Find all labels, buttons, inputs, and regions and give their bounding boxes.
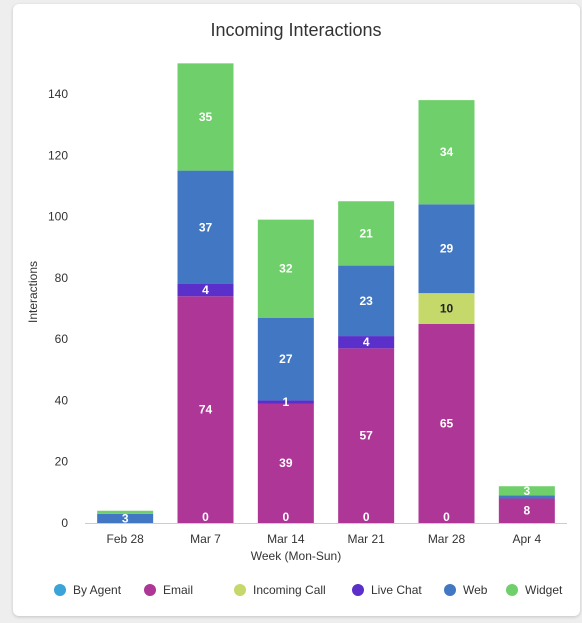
- legend-item: Email: [144, 583, 193, 597]
- legend-label: Email: [163, 583, 193, 597]
- data-label: 57: [359, 429, 373, 443]
- data-label: 4: [202, 283, 209, 297]
- data-label: 10: [440, 302, 454, 316]
- x-tick-label: Mar 7: [190, 532, 221, 546]
- legend-label: Live Chat: [371, 583, 422, 597]
- legend-swatch: [506, 584, 518, 596]
- bar-segment: [257, 317, 314, 401]
- data-label: 0: [363, 510, 370, 524]
- legend-item: By Agent: [54, 583, 122, 597]
- y-tick-label: 20: [55, 455, 69, 469]
- bar-segment: [338, 201, 395, 266]
- bar-segment: [257, 400, 314, 404]
- legend-swatch: [144, 584, 156, 596]
- data-label: 27: [279, 352, 293, 366]
- bar-segment: [418, 204, 475, 294]
- y-tick-label: 140: [48, 87, 68, 101]
- data-label: 0: [282, 510, 289, 524]
- y-tick-label: 120: [48, 148, 68, 162]
- data-label: 21: [359, 226, 373, 240]
- legend-label: By Agent: [73, 583, 122, 597]
- legend-item: Widget: [506, 583, 563, 597]
- data-label: 34: [440, 145, 454, 159]
- x-axis-label: Week (Mon-Sun): [251, 549, 341, 563]
- data-label: 4: [363, 335, 370, 349]
- bar-segment: [257, 219, 314, 318]
- y-tick-label: 100: [48, 210, 68, 224]
- data-label: 3: [523, 484, 530, 498]
- bar-segment: [498, 495, 555, 499]
- chart-title: Incoming Interactions: [210, 20, 381, 40]
- bar-segment: [498, 486, 555, 496]
- bar-segment: [338, 336, 395, 349]
- x-tick-label: Feb 28: [106, 532, 144, 546]
- data-label: 74: [199, 403, 213, 417]
- bar-segment: [177, 63, 234, 171]
- legend-label: Incoming Call: [253, 583, 326, 597]
- bar-segment: [338, 348, 395, 523]
- legend-label: Widget: [525, 583, 563, 597]
- bar-segment: [418, 293, 475, 324]
- data-label: 37: [199, 220, 213, 234]
- data-label: 0: [202, 510, 209, 524]
- bar-segment: [177, 170, 234, 284]
- legend: By Agent Email Incoming Call Live Chat Web Wi…: [54, 583, 563, 597]
- data-label: 39: [279, 456, 293, 470]
- legend-item: Incoming Call: [234, 583, 326, 597]
- legend-swatch: [444, 584, 456, 596]
- bar-segment: [177, 283, 234, 297]
- y-tick-label: 0: [61, 516, 68, 530]
- data-label: 1: [282, 395, 289, 409]
- x-tick-label: Mar 21: [347, 532, 385, 546]
- y-axis-label: Interactions: [26, 261, 40, 323]
- legend-item: Live Chat: [352, 583, 422, 597]
- legend-item: Web: [444, 583, 488, 597]
- legend-swatch: [234, 584, 246, 596]
- legend-label: Web: [463, 583, 488, 597]
- legend-swatch: [54, 584, 66, 596]
- data-label: 0: [443, 510, 450, 524]
- bar-segment: [418, 100, 475, 205]
- y-tick-label: 60: [55, 332, 69, 346]
- data-label: 65: [440, 416, 454, 430]
- legend-swatch: [352, 584, 364, 596]
- bar-segment: [418, 323, 475, 523]
- bar-segment: [257, 403, 314, 523]
- data-label: 35: [199, 110, 213, 124]
- data-label: 3: [122, 511, 129, 525]
- bar-segment: [498, 498, 555, 523]
- x-tick-label: Mar 28: [428, 532, 466, 546]
- bar-segment: [97, 513, 154, 523]
- x-tick-label: Mar 14: [267, 532, 305, 546]
- data-label: 32: [279, 262, 293, 276]
- data-label: 23: [359, 294, 373, 308]
- x-tick-label: Apr 4: [512, 532, 541, 546]
- y-tick-label: 80: [55, 271, 69, 285]
- data-label: 29: [440, 242, 454, 256]
- bar-segment: [338, 265, 395, 337]
- bar-segment: [177, 296, 234, 523]
- y-tick-label: 40: [55, 393, 69, 407]
- bar-segment: [97, 510, 154, 514]
- data-label: 8: [523, 504, 530, 518]
